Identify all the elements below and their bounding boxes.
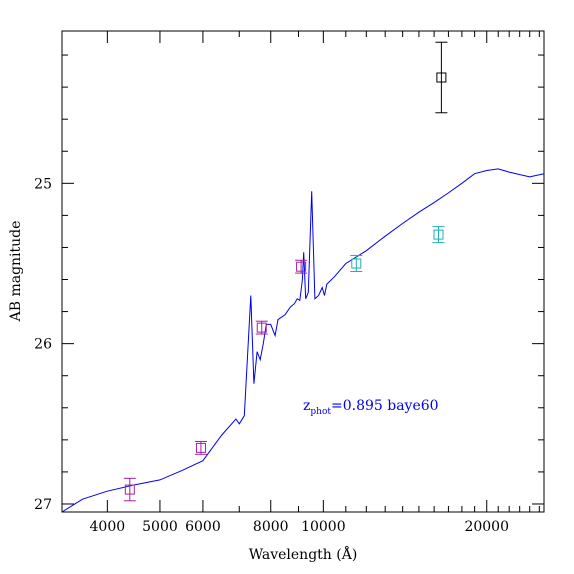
annotation-text: =0.895 baye60	[331, 398, 439, 414]
data-point-marker	[436, 72, 447, 83]
data-point-marker	[433, 229, 444, 240]
y-tick-label: 27	[34, 497, 52, 513]
sed-curve	[61, 168, 545, 513]
x-tick-label: 6000	[185, 519, 221, 535]
data-point-marker	[195, 442, 206, 453]
redshift-annotation: zphot=0.895 baye60	[303, 398, 439, 417]
x-tick-label: 5000	[142, 519, 178, 535]
photometry-points	[123, 41, 448, 502]
x-tick-label: 10000	[301, 519, 346, 535]
x-axis-label: Wavelength (Å)	[249, 545, 358, 563]
x-tick-label: 8000	[253, 519, 289, 535]
data-point-marker	[296, 261, 307, 272]
x-axis: 4000 5000 6000 8000 10000 20000	[90, 31, 540, 535]
y-axis-label: AB magnitude	[8, 221, 24, 323]
y-axis: 25 26 27	[34, 54, 544, 513]
x-tick-label: 4000	[90, 519, 126, 535]
plot-frame	[61, 30, 545, 513]
annotation-subscript: phot	[310, 407, 331, 417]
annotation-prefix: z	[303, 398, 310, 414]
y-tick-label: 26	[34, 337, 52, 353]
data-point-marker	[124, 484, 135, 495]
data-point-marker	[256, 322, 267, 333]
y-tick-label: 25	[34, 176, 52, 192]
data-point-marker	[351, 258, 362, 269]
x-tick-label: 20000	[464, 519, 509, 535]
